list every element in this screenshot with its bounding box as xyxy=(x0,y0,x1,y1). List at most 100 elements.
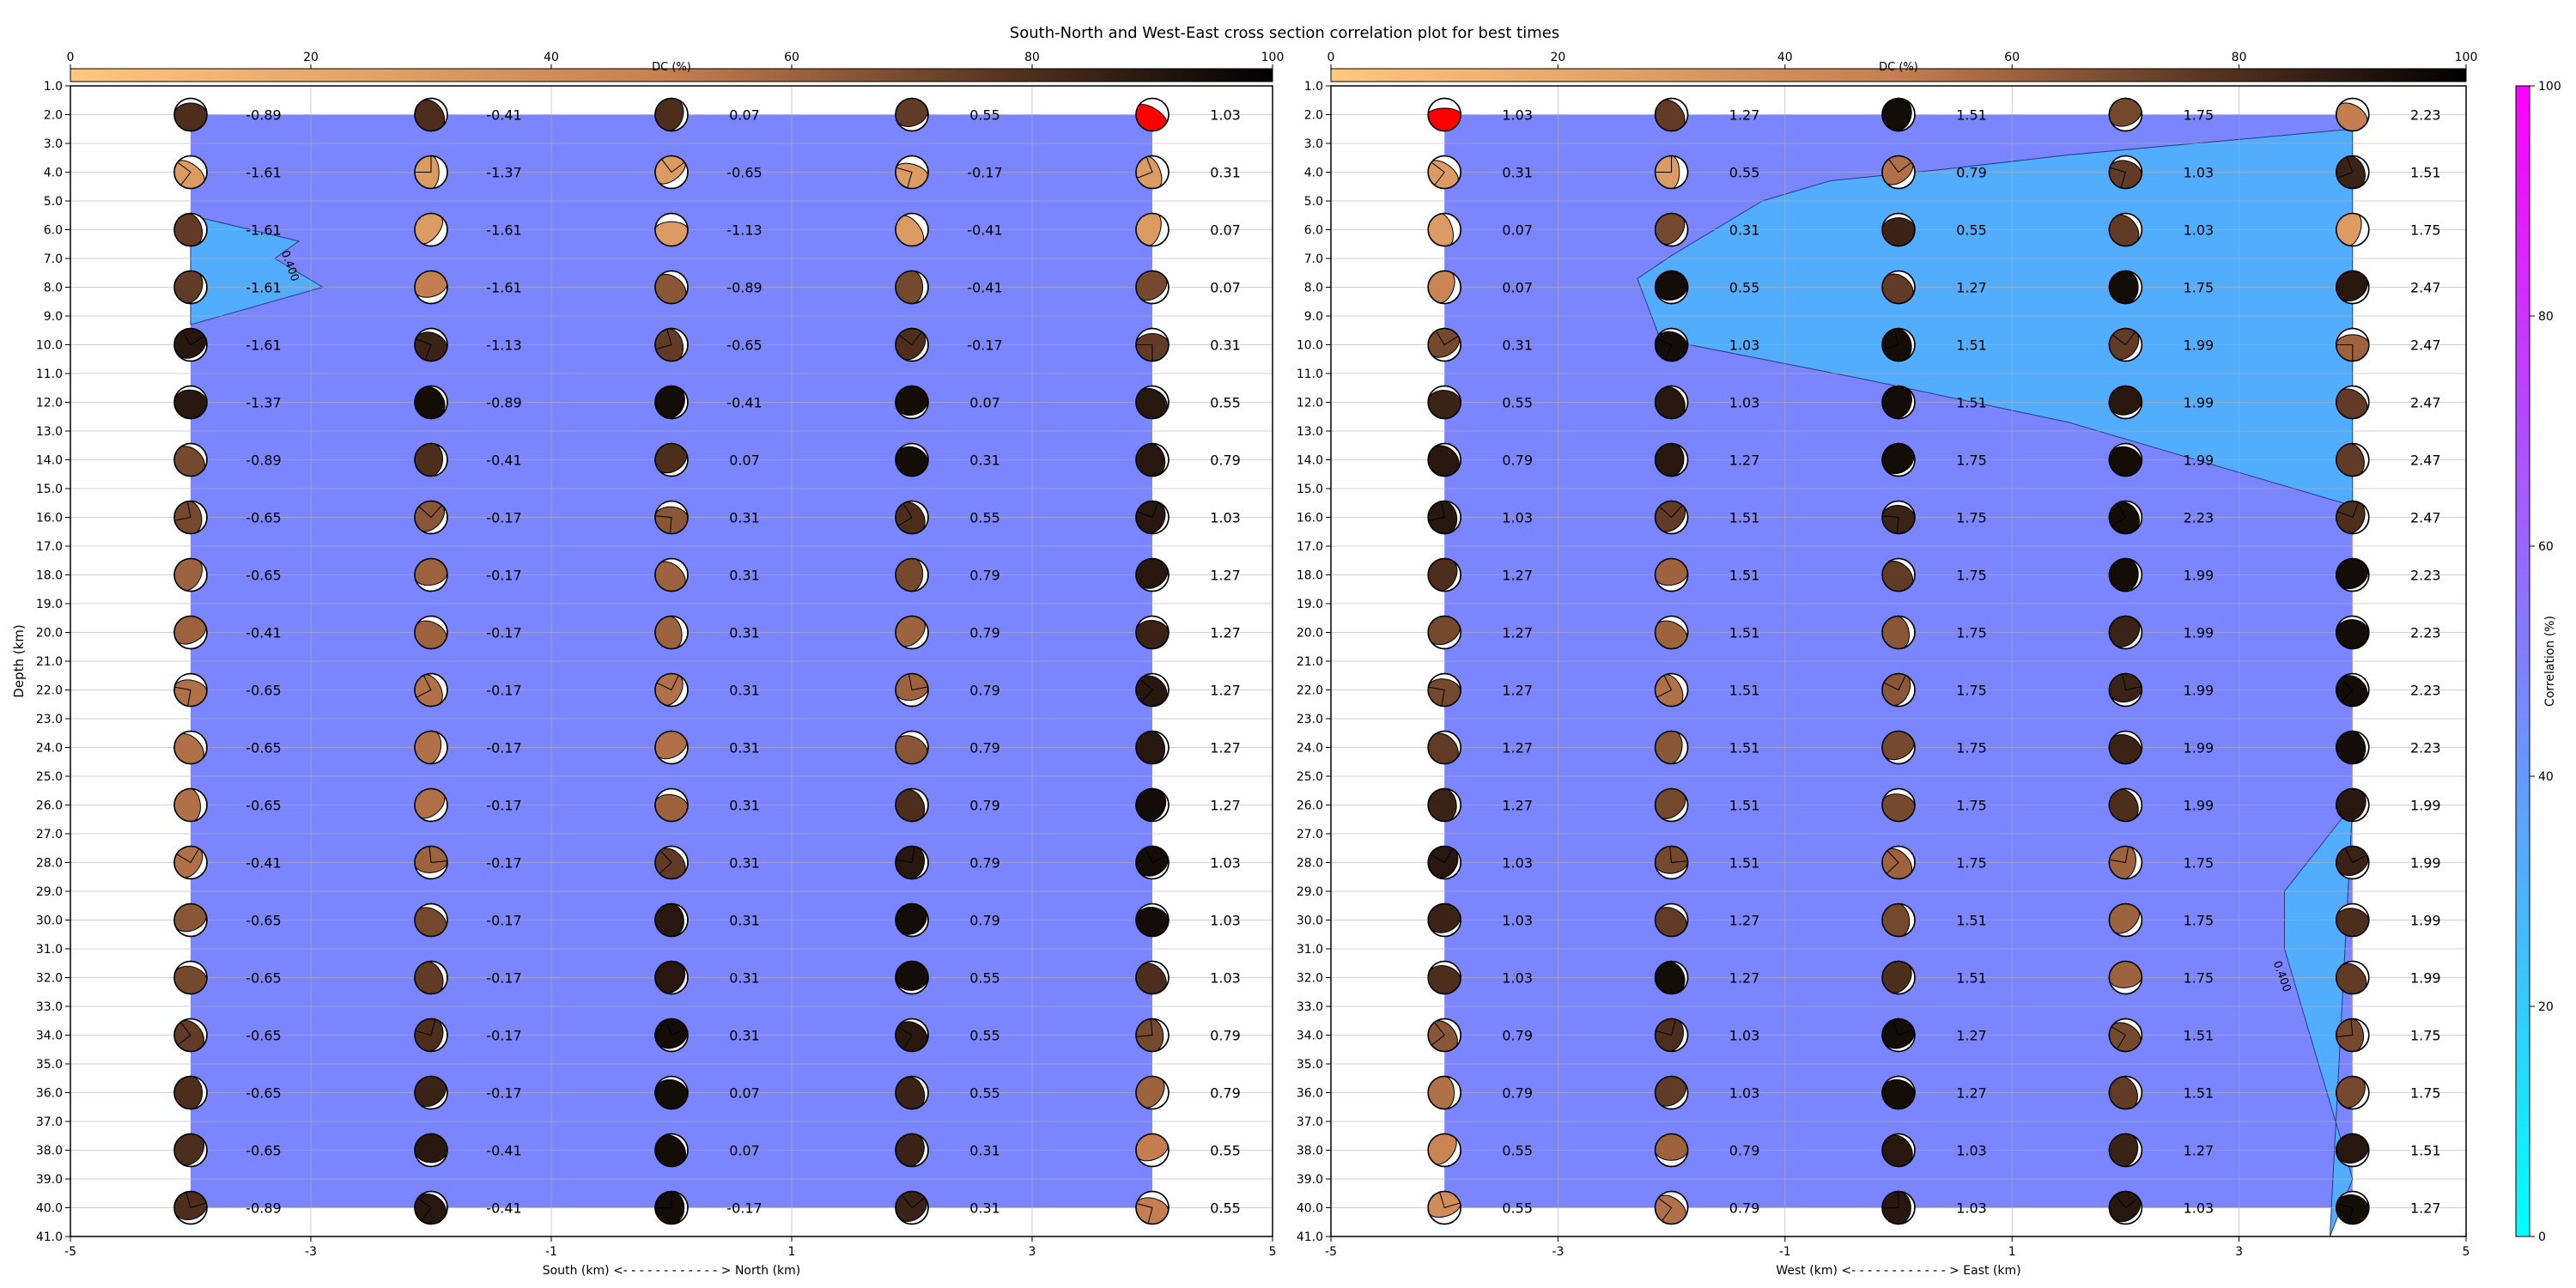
x-tick-label: 3 xyxy=(1029,1245,1036,1259)
time-label: 1.51 xyxy=(1729,510,1760,526)
beachball xyxy=(1427,385,1461,420)
dc-colorbar-tick-label: 0 xyxy=(67,51,75,64)
beachball-rim xyxy=(1881,385,1916,420)
beachball-rim xyxy=(1135,270,1170,305)
time-label: 1.27 xyxy=(1210,683,1241,699)
beachball-rim xyxy=(1881,1190,1916,1225)
y-tick-label: 10.0 xyxy=(1297,339,1323,353)
time-label: 1.27 xyxy=(1729,107,1760,124)
x-tick-label: 3 xyxy=(2235,1245,2243,1259)
beachball xyxy=(654,155,689,190)
beachball-rim xyxy=(173,270,208,305)
beachball xyxy=(414,845,448,880)
dc-colorbar-tick-label: 100 xyxy=(1261,51,1285,64)
beachball xyxy=(1135,1190,1170,1225)
time-label: 0.79 xyxy=(1210,1028,1241,1044)
time-label: 1.75 xyxy=(2410,1028,2441,1044)
beachball xyxy=(2336,672,2370,708)
high-correlation-region xyxy=(1637,128,2354,507)
time-label: 2.47 xyxy=(2410,280,2441,296)
beachball-rim xyxy=(173,155,208,190)
beachball-rim xyxy=(173,500,208,535)
beachball xyxy=(173,212,208,247)
beachball-rim xyxy=(1654,1190,1689,1225)
beachball xyxy=(654,557,689,592)
beachball-rim xyxy=(1135,97,1170,132)
beachball xyxy=(1654,212,1689,247)
beachball-rim xyxy=(895,212,929,247)
beachball xyxy=(2336,97,2370,132)
time-label: 1.51 xyxy=(1956,970,1987,987)
time-label: -1.13 xyxy=(726,222,762,239)
beachball xyxy=(414,97,448,132)
beachball-rim xyxy=(895,385,929,420)
y-tick-label: 15.0 xyxy=(36,483,63,496)
beachball-rim xyxy=(895,672,929,708)
beachball xyxy=(654,1133,689,1168)
beachball-rim xyxy=(414,672,448,708)
beachball-rim xyxy=(173,615,208,650)
x-axis-label: West (km) <- - - - - - - - - - - - > Eas… xyxy=(1776,1264,2020,1278)
y-tick-label: 34.0 xyxy=(36,1030,63,1043)
time-label: -0.89 xyxy=(246,107,281,124)
x-tick-label: -3 xyxy=(305,1245,317,1259)
time-label: 1.99 xyxy=(2410,970,2441,987)
beachball xyxy=(414,442,448,477)
y-tick-label: 40.0 xyxy=(36,1202,63,1216)
beachball xyxy=(2336,155,2370,190)
beachball-rim xyxy=(414,845,448,880)
time-label: 0.55 xyxy=(1210,1200,1241,1217)
beachball-rim xyxy=(2108,385,2143,420)
time-label: 1.75 xyxy=(1956,510,1987,526)
beachball-rim xyxy=(654,212,689,247)
beachball-rim xyxy=(895,327,929,362)
beachball-rim xyxy=(895,270,929,305)
beachball-rim xyxy=(1881,212,1916,247)
time-label: -1.61 xyxy=(486,222,521,239)
time-label: 0.79 xyxy=(1502,1028,1533,1044)
time-label: 1.27 xyxy=(1729,913,1760,929)
beachball-rim xyxy=(1881,327,1916,362)
y-tick-label: 20.0 xyxy=(1297,627,1323,641)
dc-colorbar xyxy=(70,68,1273,82)
beachball-rim xyxy=(2108,97,2143,132)
beachball xyxy=(414,902,448,938)
beachball xyxy=(414,672,448,708)
y-tick-label: 4.0 xyxy=(44,167,63,180)
time-label: 0.79 xyxy=(1729,1143,1760,1159)
time-label: 0.07 xyxy=(1210,222,1241,239)
beachball xyxy=(1427,155,1461,190)
grid xyxy=(1330,85,2467,1237)
beachball-rim xyxy=(173,1190,208,1225)
y-tick-label: 41.0 xyxy=(36,1230,63,1244)
time-label: 1.75 xyxy=(1956,683,1987,699)
time-label: 1.51 xyxy=(1729,568,1760,584)
beachball-rim xyxy=(1135,902,1170,938)
beachball xyxy=(1881,1018,1916,1053)
dc-colorbar-tick-label: 100 xyxy=(2455,51,2478,64)
time-label: 0.79 xyxy=(969,568,1000,584)
beachball xyxy=(1135,500,1170,535)
y-tick-label: 8.0 xyxy=(1304,282,1323,295)
beachball xyxy=(1427,730,1461,765)
time-label: 0.07 xyxy=(729,453,760,469)
beachball xyxy=(414,557,448,592)
y-tick-label: 37.0 xyxy=(1297,1115,1323,1129)
beachball xyxy=(2108,500,2143,535)
time-label: 1.03 xyxy=(2184,165,2215,181)
y-tick-label: 39.0 xyxy=(1297,1173,1323,1187)
time-label: 0.31 xyxy=(1210,165,1241,181)
time-label: -0.65 xyxy=(246,1143,281,1159)
beachball-rim xyxy=(1427,1190,1461,1225)
beachball-rim xyxy=(414,960,448,995)
time-label: 0.07 xyxy=(729,107,760,124)
time-label: 0.79 xyxy=(969,913,1000,929)
beachball-rim xyxy=(895,97,929,132)
beachball xyxy=(2108,1133,2143,1168)
beachball-rim xyxy=(2108,1190,2143,1225)
beachball xyxy=(1135,672,1170,708)
beachball-rim xyxy=(414,730,448,765)
beachball-rim xyxy=(414,787,448,823)
beachball-rim xyxy=(1135,155,1170,190)
beachball xyxy=(2336,902,2370,938)
